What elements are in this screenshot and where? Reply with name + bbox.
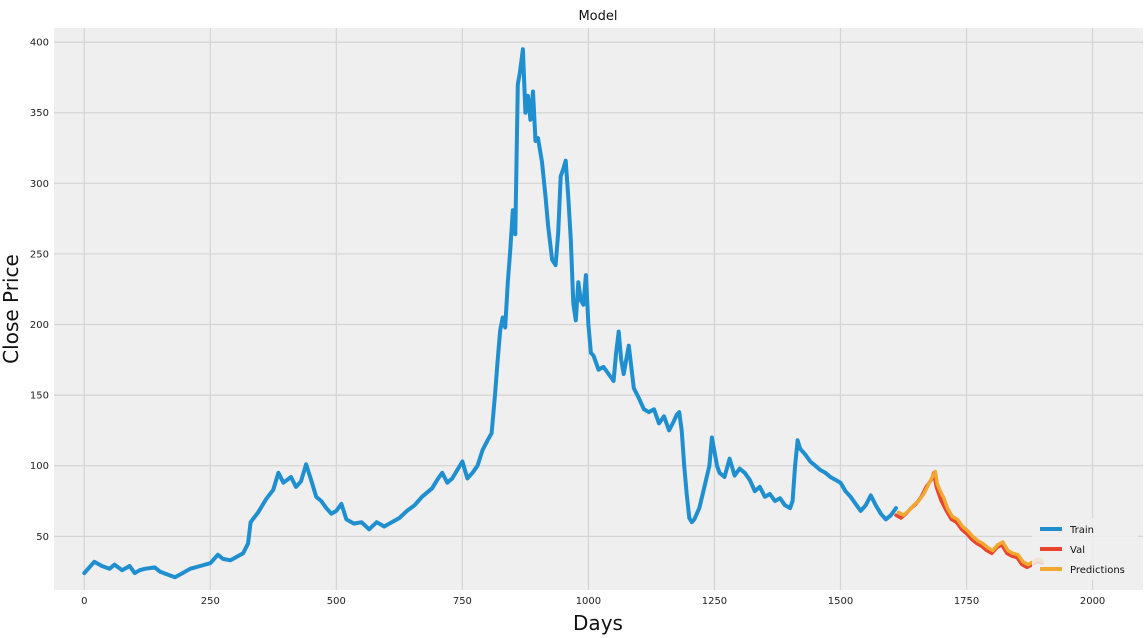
x-tick-label: 1250	[702, 596, 727, 607]
series-line-train	[82, 47, 898, 580]
x-tick-label: 2000	[1080, 596, 1105, 607]
x-tick-label: 1750	[954, 596, 979, 607]
x-tick-label: 500	[327, 596, 346, 607]
legend-label-predictions: Predictions	[1070, 565, 1125, 576]
y-axis-label: Close Price	[0, 254, 23, 364]
x-tick-label: 1500	[828, 596, 853, 607]
plot-area	[54, 28, 1143, 590]
y-tick-label: 100	[30, 461, 49, 472]
x-tick-label: 1000	[576, 596, 601, 607]
y-tick-label: 200	[30, 320, 49, 331]
legend-label-val: Val	[1070, 545, 1085, 556]
series-line-predictions	[896, 469, 1044, 567]
x-axis-label: Days	[573, 611, 623, 635]
x-tick-labels: 0 250 500 750 1000 1250 1500 1750 2000	[81, 596, 1105, 607]
y-tick-label: 50	[36, 532, 49, 543]
grid	[54, 28, 1143, 590]
legend-label-train: Train	[1069, 525, 1094, 536]
legend: Train Val Predictions	[1032, 518, 1138, 580]
y-tick-label: 250	[30, 249, 49, 260]
x-tick-label: 250	[201, 596, 220, 607]
x-tick-label: 0	[81, 596, 87, 607]
y-tick-labels: 50 100 150 200 250 300 350 400	[30, 38, 49, 543]
y-tick-label: 400	[30, 38, 49, 49]
chart-title: Model	[578, 9, 617, 24]
y-tick-label: 300	[30, 179, 49, 190]
series-lines	[82, 47, 1044, 580]
y-tick-label: 350	[30, 108, 49, 119]
y-tick-label: 150	[30, 391, 49, 402]
x-tick-label: 750	[453, 596, 472, 607]
